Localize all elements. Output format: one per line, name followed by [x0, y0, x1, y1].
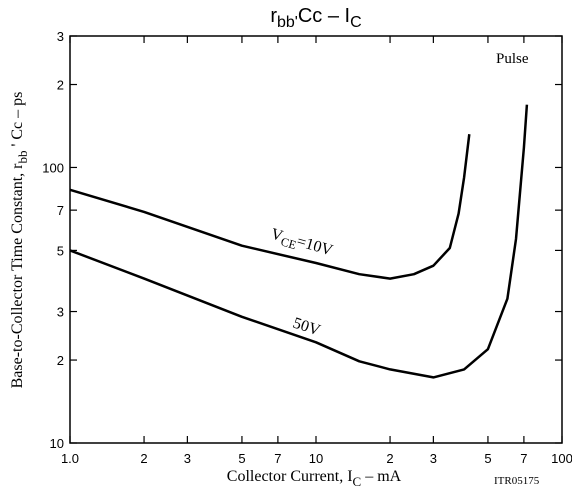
y-tick-label: 7 — [57, 203, 64, 218]
chart-title: rbb'Cc – IC — [270, 5, 361, 31]
x-tick-label: 10 — [309, 451, 323, 466]
title-part: Cc – I — [298, 5, 350, 27]
label-part: – mA — [361, 468, 401, 485]
title-sub: C — [350, 14, 362, 31]
y-tick-label: 3 — [57, 305, 64, 320]
x-tick-label: 1.0 — [61, 451, 79, 466]
curve — [69, 134, 471, 280]
x-tick-label: 5 — [238, 451, 245, 466]
annotation: Pulse — [496, 51, 529, 67]
x-tick-label: 3 — [184, 451, 191, 466]
x-axis-label: Collector Current, IC – mA — [227, 468, 402, 489]
y-tick-label: 3 — [57, 29, 64, 44]
annotation-part: =10V — [295, 233, 335, 260]
y-tick-label: 100 — [42, 160, 64, 175]
x-tick-label: 7 — [274, 451, 281, 466]
annotation-sub: CE — [279, 234, 298, 252]
title-part: r — [270, 5, 277, 27]
annotation-part: V — [269, 226, 285, 246]
y-tick-label: 10 — [50, 436, 64, 451]
label-sub: bb — [15, 151, 30, 164]
y-axis-label: Base-to-Collector Time Constant, rbb ' C… — [9, 92, 30, 389]
annotation: VCE=10V — [268, 226, 335, 263]
x-tick-label: 100 — [551, 451, 572, 466]
y-tick-label: 2 — [57, 353, 64, 368]
y-tick-label: 2 — [57, 78, 64, 93]
title-sub: bb' — [277, 14, 298, 31]
label-part: Base-to-Collector Time Constant, r — [9, 163, 26, 389]
annotation: ITR05175 — [494, 475, 540, 487]
y-tick-label: 5 — [57, 243, 64, 258]
label-part: ' Cc – ps — [9, 92, 26, 151]
x-tick-label: 5 — [484, 451, 491, 466]
x-tick-label: 2 — [140, 451, 147, 466]
x-tick-label: 2 — [386, 451, 393, 466]
curve — [69, 104, 529, 379]
x-tick-label: 7 — [520, 451, 527, 466]
label-part: Collector Current, I — [227, 468, 353, 485]
label-sub: C — [353, 474, 362, 489]
x-tick-label: 3 — [430, 451, 437, 466]
